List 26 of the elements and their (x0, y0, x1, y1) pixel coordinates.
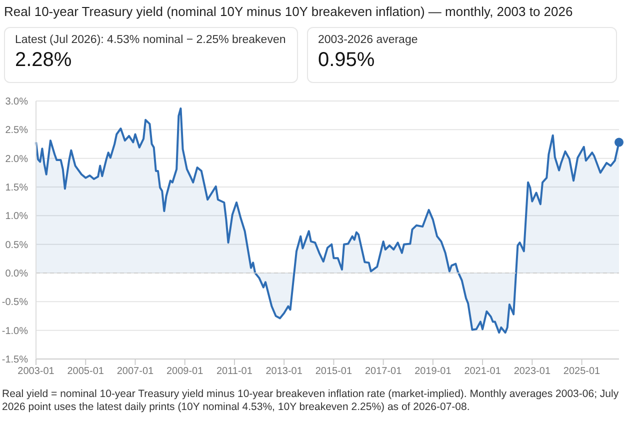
x-tick-label: 2003-01 (18, 366, 55, 378)
x-tick-label: 2013-01 (266, 366, 303, 378)
y-tick-label: 1.5% (5, 182, 28, 194)
x-tick-label: 2005-01 (67, 366, 104, 378)
y-tick-label: 2.0% (5, 154, 28, 165)
x-tick-label: 2015-01 (315, 366, 352, 378)
y-tick-label: -1.0% (2, 326, 28, 337)
x-tick-label: 2009-01 (166, 366, 204, 378)
summary-card: 2003-2026 average 0.95% (307, 27, 617, 83)
y-tick-label: 0.5% (5, 240, 28, 251)
x-tick-label: 2007-01 (116, 366, 154, 378)
summary-card: Latest (Jul 2026): 4.53% nominal − 2.25% breakeven 2.28% (4, 27, 298, 83)
y-tick-label: 0.0% (5, 268, 28, 280)
x-tick-label: 2021-01 (464, 366, 502, 378)
chart-title: Real 10-year Treasury yield (nominal 10Y minus 10Y breakeven inflation) — monthly, 2003 to 2026 (4, 4, 573, 19)
x-tick-label: 2023-01 (514, 366, 551, 378)
x-tick-label: 2019-01 (414, 366, 452, 378)
y-tick-label: 3.0% (5, 96, 28, 108)
x-tick-label: 2025-01 (563, 366, 601, 378)
text: Real yield = nominal 10-year Treasury yield minus 10-year breakeven inflation rate (market-implied). Monthly averages 2003-06; July 2026 point uses the latest daily prints (10Y nominal 4.53%, 10Y breakeven 2.25%) as of 2026-07-08. (2, 388, 620, 414)
y-tick-label: -1.5% (2, 354, 28, 366)
y-tick-label: -0.5% (2, 297, 28, 308)
x-tick-label: 2011-01 (216, 366, 253, 378)
y-tick-label: 2.5% (5, 125, 28, 136)
x-tick-label: 2017-01 (364, 366, 402, 378)
y-tick-label: 1.0% (5, 211, 28, 222)
